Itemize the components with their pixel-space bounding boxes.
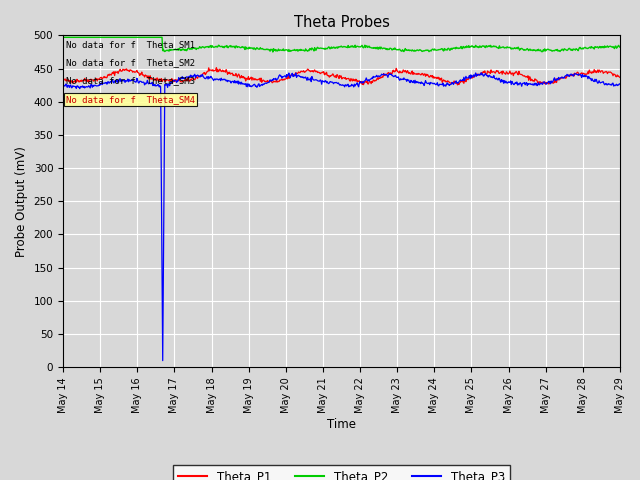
Text: No data for f  Theta_SM3: No data for f Theta_SM3 [66, 77, 195, 85]
Theta_P2 [93, 35, 101, 40]
Theta_P1 [454, 82, 461, 88]
Text: No data for f  Theta_SM1: No data for f Theta_SM1 [66, 40, 195, 49]
Theta_P2 [398, 48, 406, 54]
Theta_P1 [398, 69, 406, 75]
Y-axis label: Probe Output (mV): Probe Output (mV) [15, 146, 28, 257]
Theta_P2 [59, 35, 67, 40]
Line: Theta_P2: Theta_P2 [63, 37, 620, 52]
Theta_P1 [415, 71, 422, 76]
X-axis label: Time: Time [327, 419, 356, 432]
Theta_P1 [616, 74, 624, 80]
Theta_P3 [483, 73, 491, 79]
Theta_P2 [415, 48, 422, 53]
Theta_P1 [483, 72, 491, 77]
Theta_P3 [398, 76, 406, 82]
Theta_P2 [540, 47, 547, 53]
Theta_P1 [540, 81, 548, 86]
Theta_P3 [59, 83, 67, 89]
Theta_P3 [93, 83, 101, 89]
Theta_P1 [93, 78, 101, 84]
Theta_P3 [415, 80, 422, 86]
Theta_P1 [59, 77, 67, 83]
Theta_P2 [616, 44, 624, 50]
Theta_P3 [159, 358, 166, 363]
Legend: Theta_P1, Theta_P2, Theta_P3: Theta_P1, Theta_P2, Theta_P3 [173, 465, 510, 480]
Theta_P1 [383, 71, 391, 77]
Line: Theta_P3: Theta_P3 [63, 73, 620, 360]
Line: Theta_P1: Theta_P1 [63, 68, 620, 85]
Theta_P2 [269, 49, 276, 55]
Theta_P3 [616, 81, 624, 87]
Theta_P2 [383, 47, 391, 53]
Text: No data for f  Theta_SM2: No data for f Theta_SM2 [66, 59, 195, 67]
Theta_P3 [477, 70, 485, 76]
Title: Theta Probes: Theta Probes [294, 15, 390, 30]
Text: No data for f  Theta_SM4: No data for f Theta_SM4 [66, 95, 195, 104]
Theta_P3 [383, 72, 391, 78]
Theta_P2 [483, 43, 490, 48]
Theta_P1 [212, 65, 220, 71]
Theta_P3 [540, 79, 548, 84]
